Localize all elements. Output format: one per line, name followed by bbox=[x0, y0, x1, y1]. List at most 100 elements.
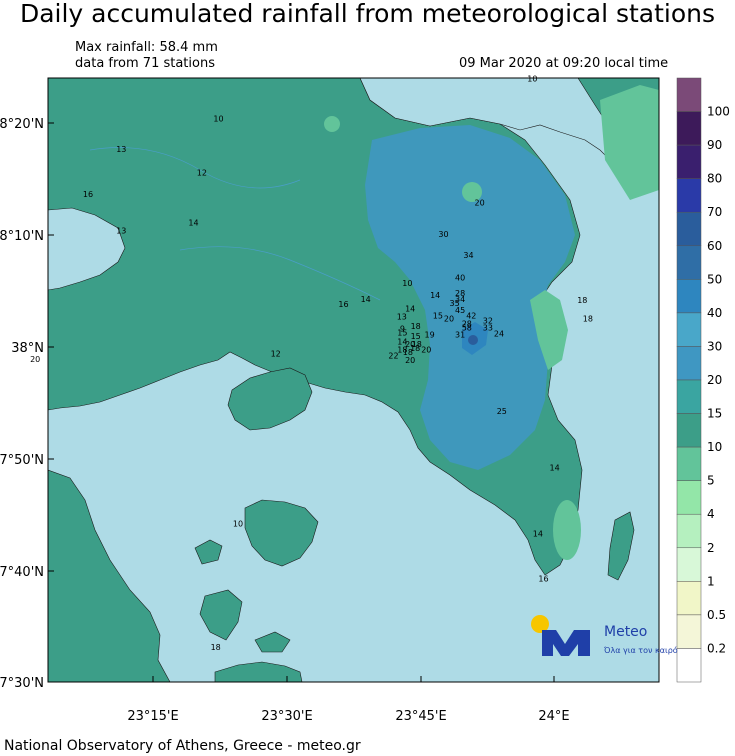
station-value: 13 bbox=[397, 313, 407, 322]
colorbar-swatch bbox=[676, 77, 702, 112]
colorbar-level-label: 20 bbox=[707, 373, 722, 387]
colorbar-swatch bbox=[676, 513, 702, 549]
station-value: 19 bbox=[425, 331, 435, 340]
station-value: 31 bbox=[455, 331, 465, 340]
station-value: 9 bbox=[400, 325, 405, 334]
station-value: 14 bbox=[361, 295, 371, 304]
station-value: 15 bbox=[433, 311, 443, 320]
west-gulf bbox=[48, 207, 126, 291]
rainfall-peak bbox=[468, 335, 478, 345]
station-value: 20 bbox=[475, 199, 485, 208]
latitude-axis: 38°20'N 38°10'N 38°N 37°50'N 37°40'N 37°… bbox=[0, 117, 54, 691]
station-value: 14 bbox=[430, 291, 440, 300]
small-island-south bbox=[199, 589, 243, 641]
colorbar-swatch bbox=[676, 379, 702, 414]
station-value: 20 bbox=[405, 356, 415, 365]
map-title: Daily accumulated rainfall from meteorol… bbox=[19, 0, 716, 28]
colorbar-swatch bbox=[676, 648, 702, 683]
methana bbox=[214, 661, 303, 682]
station-value: 13 bbox=[116, 227, 126, 236]
colorbar-swatch bbox=[676, 312, 702, 347]
colorbar-swatch bbox=[676, 245, 702, 280]
stations-count-text: data from 71 stations bbox=[75, 56, 215, 71]
colorbar-swatch bbox=[676, 178, 702, 213]
colorbar-level-label: 5 bbox=[707, 474, 715, 488]
colorbar-swatch bbox=[676, 211, 702, 247]
station-value: 16 bbox=[83, 190, 93, 199]
station-value: 20 bbox=[444, 315, 454, 324]
station-value: 28 bbox=[455, 289, 465, 298]
station-value: 18 bbox=[577, 296, 587, 305]
station-value: 14 bbox=[397, 337, 407, 346]
lon-label: 24°E bbox=[538, 709, 569, 724]
peloponnese bbox=[48, 469, 171, 682]
station-value: 32 bbox=[483, 317, 493, 326]
small-island-west bbox=[194, 539, 223, 565]
station-value: 10 bbox=[527, 74, 537, 83]
local-min-north bbox=[324, 116, 340, 132]
logo-tagline: Όλα για τον καιρό bbox=[603, 645, 678, 655]
station-value: 12 bbox=[271, 350, 281, 359]
station-value: 20 bbox=[421, 346, 431, 355]
colorbar-swatch bbox=[676, 413, 702, 448]
map-area bbox=[48, 78, 659, 682]
colorbar-swatch bbox=[676, 144, 702, 179]
station-value: 18 bbox=[211, 643, 221, 652]
logo-brand: Meteo bbox=[604, 624, 647, 640]
colorbar-swatch bbox=[676, 111, 702, 146]
max-rainfall-text: Max rainfall: 58.4 mm bbox=[75, 40, 218, 55]
colorbar-level-label: 60 bbox=[707, 239, 722, 253]
river-1 bbox=[89, 147, 301, 189]
station-value: 14 bbox=[405, 305, 415, 314]
station-value: 30 bbox=[438, 230, 448, 239]
datetime-text: 09 Mar 2020 at 09:20 local time bbox=[459, 56, 669, 71]
lat-label: 38°10'N bbox=[0, 229, 44, 244]
station-value: 22 bbox=[388, 352, 398, 361]
station-value: 25 bbox=[497, 407, 507, 416]
station-value: 15 bbox=[411, 332, 421, 341]
lon-label: 23°30'E bbox=[261, 709, 312, 724]
colorbar-level-label: 10 bbox=[707, 440, 722, 454]
meteo-logo: Meteo Όλα για τον καιρό bbox=[531, 615, 678, 656]
colorbar-level-label: 100 bbox=[707, 105, 730, 119]
colorbar-swatch bbox=[676, 446, 702, 481]
station-value: 18 bbox=[397, 346, 407, 355]
longitude-axis: 23°15'E 23°30'E 23°45'E 24°E bbox=[127, 676, 570, 724]
colorbar-level-label: 2 bbox=[707, 541, 715, 555]
station-value: 20 bbox=[30, 355, 40, 364]
station-value: 42 bbox=[466, 311, 476, 320]
colorbar-level-label: 1 bbox=[707, 574, 715, 588]
colorbar-level-label: 15 bbox=[707, 407, 722, 421]
local-max-north bbox=[462, 182, 482, 202]
colorbar-level-label: 80 bbox=[707, 172, 722, 186]
lat-label: 37°50'N bbox=[0, 453, 44, 468]
colorbar-swatch bbox=[676, 614, 702, 649]
lat-label: 37°30'N bbox=[0, 676, 44, 691]
rainfall-zone-20 bbox=[365, 125, 575, 470]
makronisos-island bbox=[607, 511, 635, 581]
lat-label: 38°N bbox=[11, 341, 44, 356]
station-value: 34 bbox=[455, 295, 465, 304]
station-value: 18 bbox=[412, 340, 422, 349]
northeast-light bbox=[600, 85, 659, 200]
colorbar-level-label: 0.2 bbox=[707, 641, 726, 655]
station-value: 20 bbox=[405, 340, 415, 349]
sun-icon bbox=[531, 615, 549, 633]
colorbar-level-label: 4 bbox=[707, 507, 715, 521]
station-value: 13 bbox=[116, 145, 126, 154]
station-value: 14 bbox=[533, 529, 543, 538]
lon-label: 23°15'E bbox=[127, 709, 178, 724]
river-2 bbox=[179, 246, 381, 301]
station-value: 18 bbox=[411, 322, 421, 331]
colorbar-swatch bbox=[676, 346, 702, 381]
aegina-island bbox=[244, 499, 319, 567]
station-value: 24 bbox=[494, 329, 504, 338]
station-labels: 1010136121620141330344010141428343518161… bbox=[30, 74, 690, 651]
station-value: 58 bbox=[462, 323, 472, 332]
colorbar-level-label: 0.5 bbox=[707, 608, 726, 622]
station-value: 28 bbox=[462, 319, 472, 328]
colorbar-level-label: 90 bbox=[707, 138, 722, 152]
station-value: 12 bbox=[197, 168, 207, 177]
colorbar-level-label: 70 bbox=[707, 205, 722, 219]
colorbar-swatch bbox=[676, 279, 702, 314]
